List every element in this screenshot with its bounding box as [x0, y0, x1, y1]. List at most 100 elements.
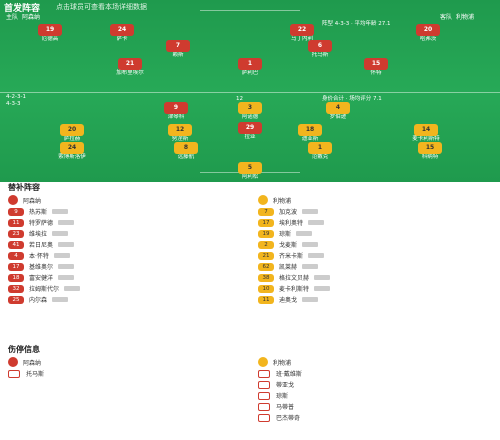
player-name: 索博斯洛伊	[58, 154, 86, 160]
substitutes-section: 替补阵容 阿森纳 9 热苏斯 11 特罗萨德 23 维埃拉 41 若日尼奥 4 本·怀特 17 基维奥…	[0, 182, 500, 342]
home-player[interactable]: 24 萨卡	[94, 24, 150, 43]
sub-tag	[302, 297, 319, 302]
player-name: 厄德高	[41, 36, 59, 42]
injury-row[interactable]: 巴杰蒂奇	[258, 412, 500, 423]
away-player[interactable]: 24 索博斯洛伊	[44, 142, 100, 161]
sub-row[interactable]: 9 热苏斯	[8, 206, 253, 217]
away-player[interactable]: 5 阿利松	[222, 162, 278, 181]
halfway-line	[0, 92, 500, 93]
away-player[interactable]: 15 科纳特	[402, 142, 458, 161]
sub-number: 38	[258, 273, 274, 282]
sub-name: 琼斯	[279, 231, 292, 238]
sub-row[interactable]: 62 凯莱赫	[258, 261, 500, 272]
sub-row[interactable]: 17 埃利奥特	[258, 217, 500, 228]
injured-player-name: 班·戴维斯	[276, 371, 302, 378]
sub-number: 21	[258, 251, 274, 260]
home-player[interactable]: 19 厄德高	[22, 24, 78, 43]
away-player[interactable]: 12 努涅斯	[152, 124, 208, 143]
sub-name: 麦卡利斯特	[279, 286, 310, 293]
sub-tag	[58, 242, 75, 247]
home-player[interactable]: 29 拉亚	[222, 122, 278, 141]
player-name: 赖斯	[172, 52, 184, 58]
home-name: 阿森纳	[22, 14, 41, 21]
sub-row[interactable]: 4 本·怀特	[8, 250, 253, 261]
player-shirt: 19	[38, 24, 62, 36]
player-shirt: 6	[308, 40, 332, 52]
sub-row[interactable]: 10 麦卡利斯特	[258, 283, 500, 294]
sub-number: 4	[8, 251, 24, 260]
home-team-badge	[8, 357, 18, 367]
away-player[interactable]: 4 罗伯逊	[310, 102, 366, 121]
sub-row[interactable]: 11 迪奥戈	[258, 294, 500, 305]
sub-name: 戈麦斯	[279, 242, 298, 249]
player-shirt: 20	[60, 124, 84, 136]
injury-flag-icon	[258, 369, 270, 378]
sub-name: 热苏斯	[29, 209, 48, 216]
away-player[interactable]: 1 范戴克	[292, 142, 348, 161]
away-player[interactable]: 3 阿诺德	[222, 102, 278, 121]
sub-row[interactable]: 17 基维奥尔	[8, 261, 253, 272]
sub-row[interactable]: 41 若日尼奥	[8, 239, 253, 250]
injury-flag-icon	[258, 402, 270, 411]
sub-number: 17	[8, 262, 24, 271]
sub-row[interactable]: 19 琼斯	[258, 228, 500, 239]
injury-row[interactable]: 琼斯	[258, 390, 500, 401]
player-name: 加布里埃尔	[116, 70, 144, 76]
sub-name: 富安健洋	[29, 275, 54, 282]
injured-player-name: 巴杰蒂奇	[276, 415, 301, 422]
sub-name: 迪奥戈	[279, 297, 298, 304]
player-name: 马丁内利	[290, 36, 313, 42]
sub-row[interactable]: 11 特罗萨德	[8, 217, 253, 228]
away-player[interactable]: 18 迪亚斯	[282, 124, 338, 143]
injury-row[interactable]: 托马斯	[8, 368, 253, 379]
away-player[interactable]: 20 萨拉赫	[44, 124, 100, 143]
away-injury-header: 利物浦	[258, 356, 500, 368]
player-shirt: 14	[414, 124, 438, 136]
sub-name: 基维奥尔	[29, 264, 54, 271]
sub-tag	[302, 242, 319, 247]
sub-row[interactable]: 2 戈麦斯	[258, 239, 500, 250]
sub-tag	[58, 264, 75, 269]
home-player[interactable]: 15 怀特	[348, 58, 404, 77]
sub-row[interactable]: 32 拉姆斯代尔	[8, 283, 253, 294]
injury-row[interactable]: 班·戴维斯	[258, 368, 500, 379]
away-team-name: 利物浦	[273, 359, 292, 367]
sub-row[interactable]: 23 维埃拉	[8, 228, 253, 239]
player-name: 阿利松	[241, 174, 259, 180]
sub-row[interactable]: 7 加克波	[258, 206, 500, 217]
away-player[interactable]: 14 麦卡利斯特	[398, 124, 454, 143]
home-player[interactable]: 1 萨利巴	[222, 58, 278, 77]
home-player[interactable]: 9 津琴科	[148, 102, 204, 121]
player-name: 科纳特	[421, 154, 439, 160]
home-subs: 阿森纳 9 热苏斯 11 特罗萨德 23 维埃拉 41 若日尼奥 4 本·怀特 17 基维奥尔 18 富安…	[8, 194, 253, 305]
injuries-title: 伤停信息	[8, 345, 40, 354]
sub-name: 齐米卡斯	[279, 253, 304, 260]
sub-tag	[58, 275, 75, 280]
sub-name: 维埃拉	[29, 231, 48, 238]
sub-row[interactable]: 38 格拉文贝赫	[258, 272, 500, 283]
away-subs: 利物浦 7 加克波 17 埃利奥特 19 琼斯 2 戈麦斯 21 齐米卡斯 62 凯莱赫 38 格拉文贝赫…	[258, 194, 500, 305]
home-player[interactable]: 21 加布里埃尔	[102, 58, 158, 77]
away-injuries: 利物浦 班·戴维斯 蒂亚戈 琼斯 马蒂普巴杰蒂奇	[258, 356, 500, 423]
player-shirt: 1	[308, 142, 332, 154]
sub-row[interactable]: 21 齐米卡斯	[258, 250, 500, 261]
home-player[interactable]: 22 马丁内利	[274, 24, 330, 43]
away-team-badge	[258, 195, 268, 205]
player-shirt: 5	[238, 162, 262, 174]
sub-number: 2	[258, 240, 274, 249]
player-shirt: 15	[418, 142, 442, 154]
sub-row[interactable]: 25 内尔森	[8, 294, 253, 305]
sub-row[interactable]: 18 富安健洋	[8, 272, 253, 283]
injury-flag-icon	[258, 380, 270, 389]
home-formation: 4-2-3-1	[6, 94, 26, 100]
sub-name: 埃利奥特	[279, 220, 304, 227]
sub-number: 7	[258, 207, 274, 216]
away-player[interactable]: 8 远藤航	[158, 142, 214, 161]
home-player[interactable]: 7 赖斯	[150, 40, 206, 59]
home-player[interactable]: 20 哈弗茨	[400, 24, 456, 43]
injury-row[interactable]: 蒂亚戈	[258, 379, 500, 390]
home-injury-header: 阿森纳	[8, 356, 253, 368]
player-name: 罗伯逊	[329, 114, 347, 120]
home-player[interactable]: 6 托马斯	[292, 40, 348, 59]
injury-row[interactable]: 马蒂普	[258, 401, 500, 412]
